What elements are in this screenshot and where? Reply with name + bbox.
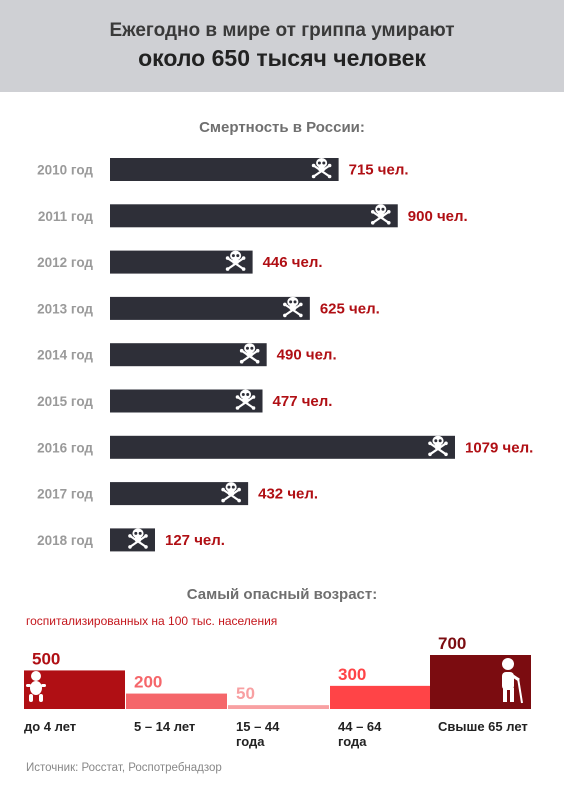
mortality-value-label: 477 чел.	[273, 393, 333, 410]
year-label: 2018 год	[37, 533, 93, 548]
mortality-bar	[110, 250, 253, 274]
age-value-label: 50	[236, 684, 255, 703]
year-label: 2011 год	[38, 209, 94, 224]
year-label: 2013 год	[37, 301, 93, 316]
mortality-value-label: 432 чел.	[258, 486, 318, 503]
mortality-bar	[110, 482, 249, 506]
age-value-label: 300	[338, 665, 366, 684]
mortality-value-label: 446 чел.	[263, 254, 323, 271]
skull-crossbones-icon	[225, 250, 246, 271]
baby-icon	[26, 671, 46, 702]
year-label: 2016 год	[37, 440, 93, 455]
year-label: 2014 год	[37, 348, 93, 363]
skull-crossbones-icon	[311, 158, 332, 179]
age-value-label: 200	[134, 673, 162, 692]
header-title-line2: около 650 тысяч человек	[138, 45, 426, 71]
skull-crossbones-icon	[128, 528, 148, 549]
age-category-label: 44 – 64 года	[338, 719, 382, 749]
year-label: 2010 год	[37, 163, 93, 178]
source-note: Источник: Росстат, Роспотребнадзор	[26, 762, 222, 774]
age-category-label: 15 – 44 года	[236, 719, 280, 749]
mortality-value-label: 625 чел.	[320, 300, 380, 317]
year-label: 2015 год	[37, 394, 93, 409]
mortality-bar	[110, 204, 398, 228]
mortality-value-label: 1079 чел.	[465, 439, 533, 456]
mortality-bar	[110, 296, 310, 320]
age-bar	[126, 693, 227, 709]
year-label: 2017 год	[37, 487, 93, 502]
header-title-line1: Ежегодно в мире от гриппа умирают	[109, 20, 455, 41]
age-bar	[430, 655, 531, 709]
mortality-bar	[110, 389, 263, 413]
skull-crossbones-icon	[235, 389, 256, 410]
mortality-value-label: 900 чел.	[408, 208, 468, 225]
russia-mortality-chart: 2010 год 715 чел. 2011 год 900 чел. 2012 год…	[37, 158, 533, 552]
year-label: 2012 год	[37, 255, 93, 270]
age-category-label: Свыше 65 лет	[438, 719, 528, 734]
elderly-person-icon	[502, 658, 523, 704]
mortality-value-label: 715 чел.	[349, 162, 409, 179]
skull-crossbones-icon	[239, 343, 260, 364]
age-value-label: 700	[438, 634, 466, 653]
russia-chart-title: Смертность в России:	[199, 119, 365, 136]
age-value-label: 500	[32, 649, 60, 668]
mortality-value-label: 127 чел.	[165, 532, 225, 549]
mortality-value-label: 490 чел.	[277, 347, 337, 364]
skull-crossbones-icon	[283, 296, 303, 318]
age-chart-subtitle: госпитализированных на 100 тыс. населени…	[26, 614, 278, 628]
mortality-bar	[110, 435, 455, 459]
age-bar	[330, 685, 431, 709]
skull-crossbones-icon	[221, 482, 241, 503]
age-chart-title: Самый опасный возраст:	[186, 586, 378, 603]
mortality-bar	[110, 158, 339, 181]
age-category-label: 5 – 14 лет	[134, 719, 195, 734]
age-category-label: до 4 лет	[24, 719, 76, 734]
skull-crossbones-icon	[428, 435, 448, 457]
age-bar	[228, 705, 329, 709]
header-banner: Ежегодно в мире от гриппа умирают около …	[0, 0, 564, 92]
mortality-bar	[110, 343, 267, 367]
skull-crossbones-icon	[370, 204, 391, 225]
